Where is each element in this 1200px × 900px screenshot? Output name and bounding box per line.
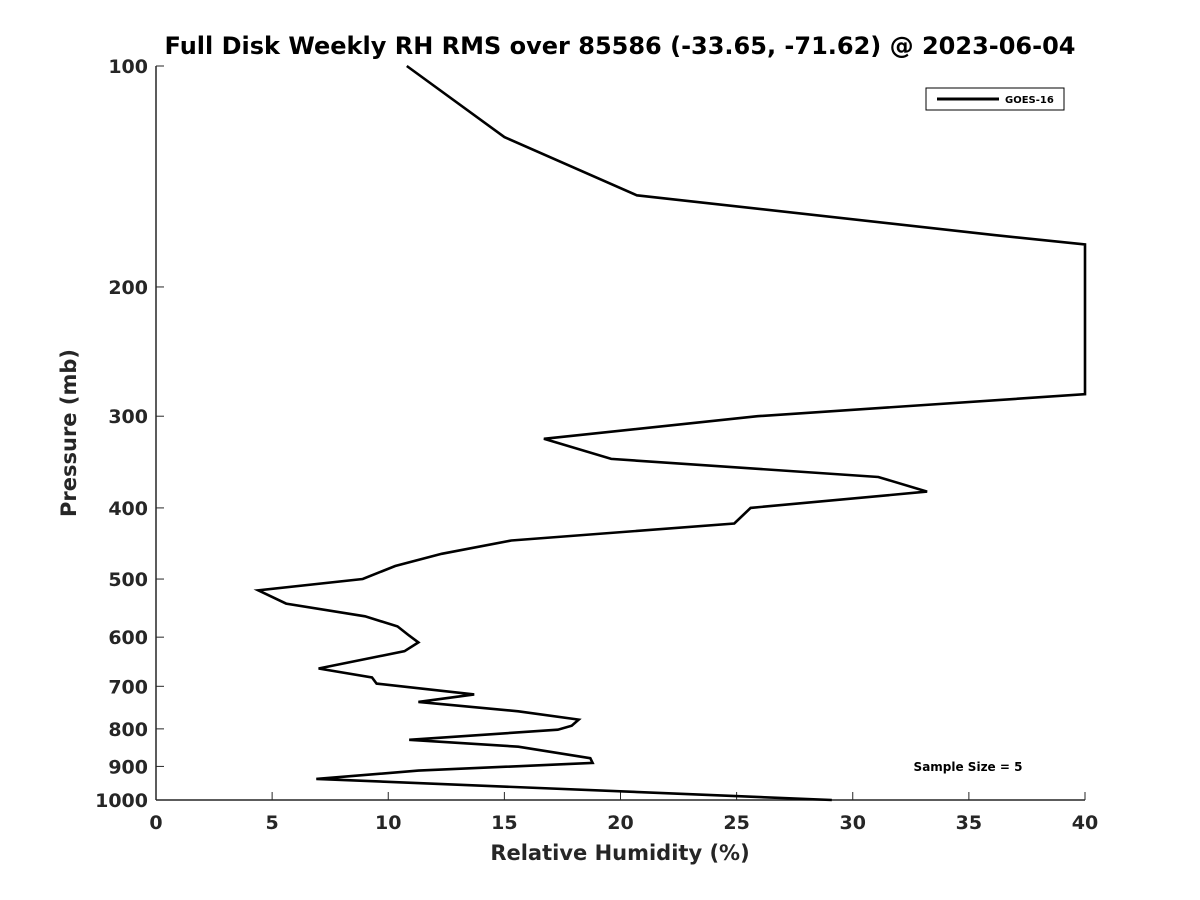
sample-size-annotation: Sample Size = 5 [914,760,1023,774]
y-axis-label: Pressure (mb) [57,349,81,517]
y-tick-label: 600 [108,627,148,649]
x-tick-label: 0 [149,812,162,834]
x-ticks: 0 5 10 15 20 25 30 35 40 [149,792,1098,834]
x-tick-label: 40 [1072,812,1098,834]
series-line-goes-16 [253,64,1087,802]
legend-label: GOES-16 [1005,95,1054,106]
legend: GOES-16 [925,87,1065,111]
x-tick-label: 30 [840,812,866,834]
y-tick-label: 200 [108,277,148,299]
x-axis-label: Relative Humidity (%) [490,841,749,865]
x-tick-label: 20 [607,812,633,834]
y-ticks: 100 200 300 400 500 600 700 800 900 1000 [95,56,164,812]
y-tick-label: 900 [108,756,148,778]
chart-title: Full Disk Weekly RH RMS over 85586 (-33.… [165,32,1076,60]
x-tick-label: 25 [723,812,749,834]
y-tick-label: 300 [108,406,148,428]
y-tick-label: 800 [108,719,148,741]
x-tick-label: 5 [266,812,279,834]
x-tick-label: 10 [375,812,401,834]
y-tick-label: 400 [108,498,148,520]
axes [155,66,1085,801]
y-tick-label: 700 [108,676,148,698]
y-tick-label: 100 [108,56,148,78]
x-tick-label: 15 [491,812,517,834]
plot-area [253,64,1087,802]
y-tick-label: 1000 [95,790,148,812]
y-tick-label: 500 [108,569,148,591]
x-tick-label: 35 [956,812,982,834]
